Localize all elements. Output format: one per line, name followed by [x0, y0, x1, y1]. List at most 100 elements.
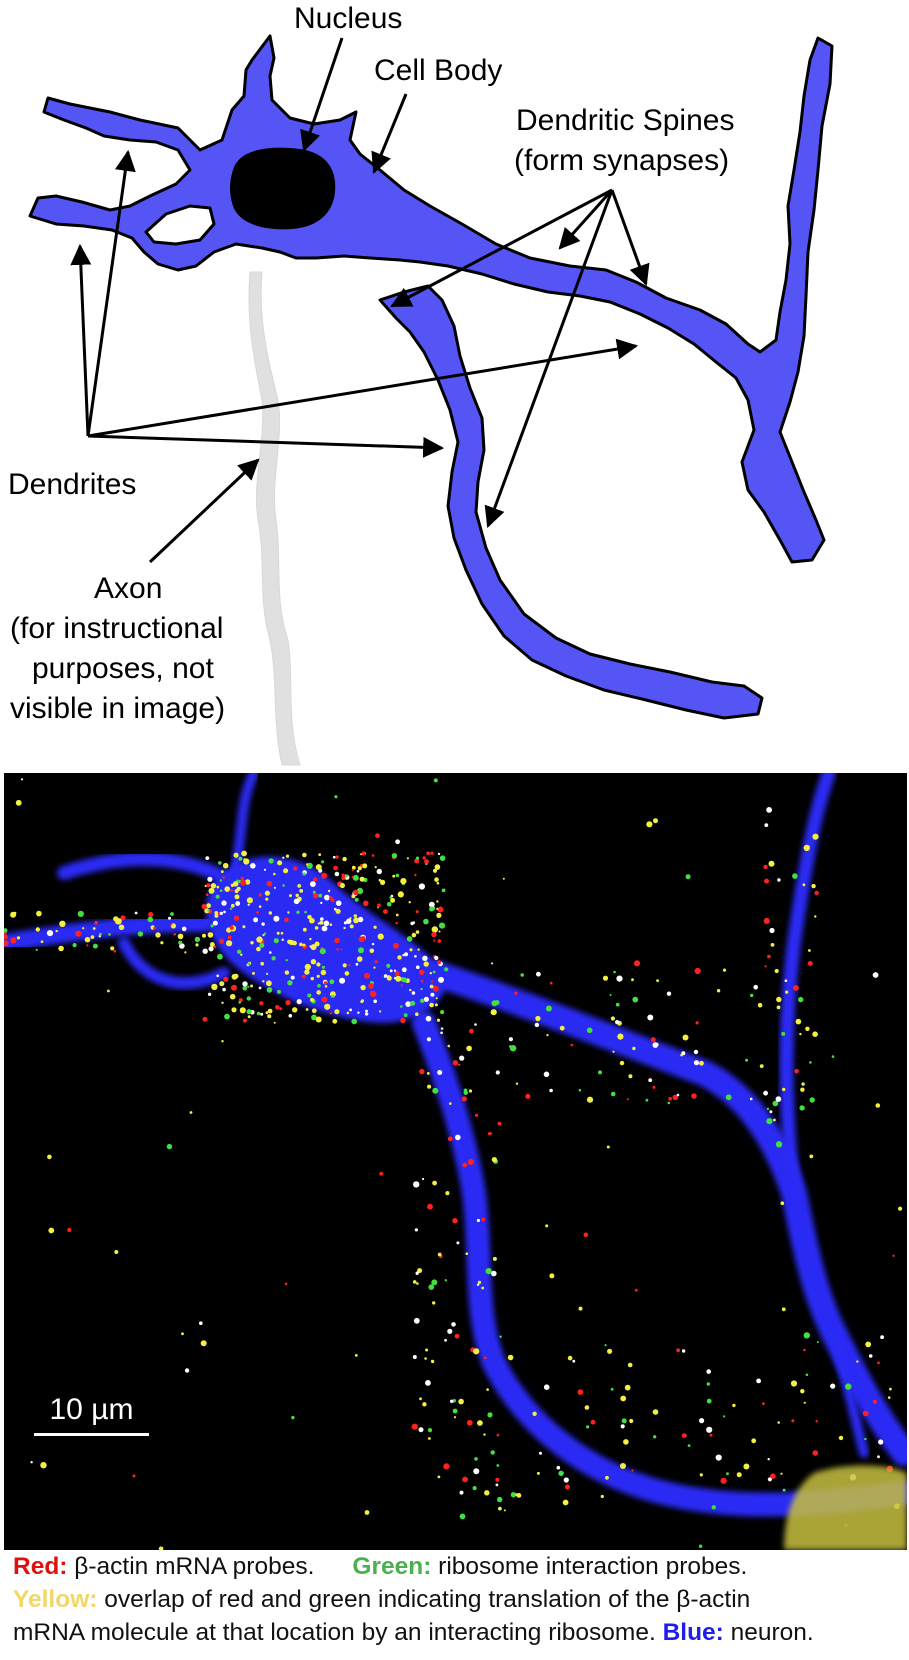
probe-dot	[321, 872, 328, 879]
probe-dot	[440, 1031, 443, 1035]
probe-dot	[234, 894, 240, 900]
probe-dot	[206, 883, 211, 888]
probe-dot	[206, 903, 212, 909]
probe-dot	[781, 1031, 786, 1036]
probe-dot	[132, 1474, 136, 1478]
probe-dot	[47, 1154, 52, 1160]
probe-dot	[208, 946, 214, 952]
probe-dot	[621, 1418, 627, 1424]
probe-dot	[793, 985, 799, 991]
probe-dot	[615, 1020, 620, 1025]
probe-dot	[348, 964, 351, 967]
probe-dot	[324, 985, 328, 988]
probe-dot	[4, 934, 8, 940]
probe-dot	[221, 1001, 224, 1004]
probe-dot	[266, 880, 273, 887]
probe-dot	[775, 1141, 783, 1148]
probe-dot	[872, 1399, 877, 1404]
probe-dot	[763, 864, 768, 870]
probe-dot	[211, 983, 218, 991]
probe-dot	[483, 1433, 486, 1436]
probe-dot	[373, 966, 376, 969]
probe-dot	[313, 877, 318, 882]
probe-dot	[363, 900, 369, 907]
probe-dot	[316, 990, 322, 995]
probe-dot	[497, 1121, 502, 1126]
probe-dot	[217, 953, 223, 960]
probe-dot	[800, 1087, 805, 1092]
probe-dot	[184, 1368, 190, 1373]
probe-dot	[273, 1021, 276, 1024]
probe-dot	[320, 901, 323, 904]
probe-dot	[247, 903, 250, 906]
probe-dot	[536, 1471, 540, 1475]
probe-dot	[362, 863, 368, 869]
probe-dot	[624, 1384, 631, 1391]
probe-dot	[351, 868, 354, 872]
probe-dot	[417, 1268, 423, 1274]
probe-dot	[181, 1332, 184, 1336]
probe-dot	[390, 897, 396, 903]
probe-dot	[316, 974, 320, 978]
probe-dot	[395, 873, 400, 878]
probe-dot	[466, 1419, 473, 1426]
probe-dot	[490, 1450, 495, 1455]
scale-bar: 10 µm	[34, 1393, 149, 1443]
probe-dot	[431, 1279, 438, 1286]
probe-dot	[266, 987, 273, 993]
cell-body-label: Cell Body	[374, 54, 502, 87]
probe-dot	[520, 973, 524, 977]
probe-dot	[356, 956, 363, 962]
probe-dot	[790, 1380, 798, 1387]
probe-dot	[353, 917, 359, 924]
probe-dot	[207, 932, 214, 938]
red-description: β-actin mRNA probes.	[67, 1553, 315, 1580]
probe-dot	[545, 1224, 549, 1228]
probe-dot	[107, 989, 110, 993]
probe-dot	[371, 942, 375, 946]
axon-note-line3: visible in image)	[10, 692, 225, 725]
probe-dot	[214, 911, 218, 915]
probe-dot	[400, 878, 407, 885]
probe-dot	[646, 821, 653, 828]
probe-dot	[610, 1016, 616, 1021]
probe-dot	[632, 1046, 636, 1051]
probe-dot	[357, 916, 364, 923]
probe-dot	[55, 929, 58, 933]
probe-dot	[387, 975, 391, 979]
probe-dot	[237, 949, 242, 954]
probe-dot	[240, 876, 244, 881]
probe-dot	[431, 931, 437, 938]
probe-dot	[459, 1490, 464, 1495]
probe-dot	[277, 989, 281, 994]
probe-dot	[297, 884, 302, 888]
probe-dot	[422, 1177, 425, 1181]
probe-dot	[205, 893, 209, 896]
probe-dot	[720, 1477, 727, 1484]
probe-dot	[427, 1428, 433, 1433]
probe-dot	[273, 872, 276, 876]
probe-dot	[383, 974, 388, 978]
probe-dot	[444, 1338, 447, 1342]
probe-dot	[321, 965, 325, 969]
probe-dot	[495, 1477, 500, 1482]
probe-dot	[477, 1420, 483, 1426]
probe-dot	[199, 1321, 203, 1325]
probe-dot	[427, 1084, 432, 1089]
probe-dot	[436, 900, 439, 903]
probe-dot	[282, 884, 285, 887]
figure-caption: Red: β-actin mRNA probes. Green: ribosome…	[13, 1550, 903, 1649]
probe-dot	[798, 996, 804, 1003]
probe-dot	[722, 968, 727, 972]
probe-dot	[409, 948, 413, 952]
probe-dot	[307, 914, 312, 920]
probe-dot	[672, 1094, 679, 1101]
probe-dot	[856, 1360, 859, 1363]
probe-dot	[838, 1435, 844, 1441]
probe-dot	[374, 866, 377, 869]
probe-dot	[393, 969, 397, 972]
probe-dot	[865, 1341, 872, 1348]
probe-dot	[318, 893, 323, 898]
probe-dot	[426, 1037, 431, 1042]
probe-dot	[620, 1463, 626, 1469]
